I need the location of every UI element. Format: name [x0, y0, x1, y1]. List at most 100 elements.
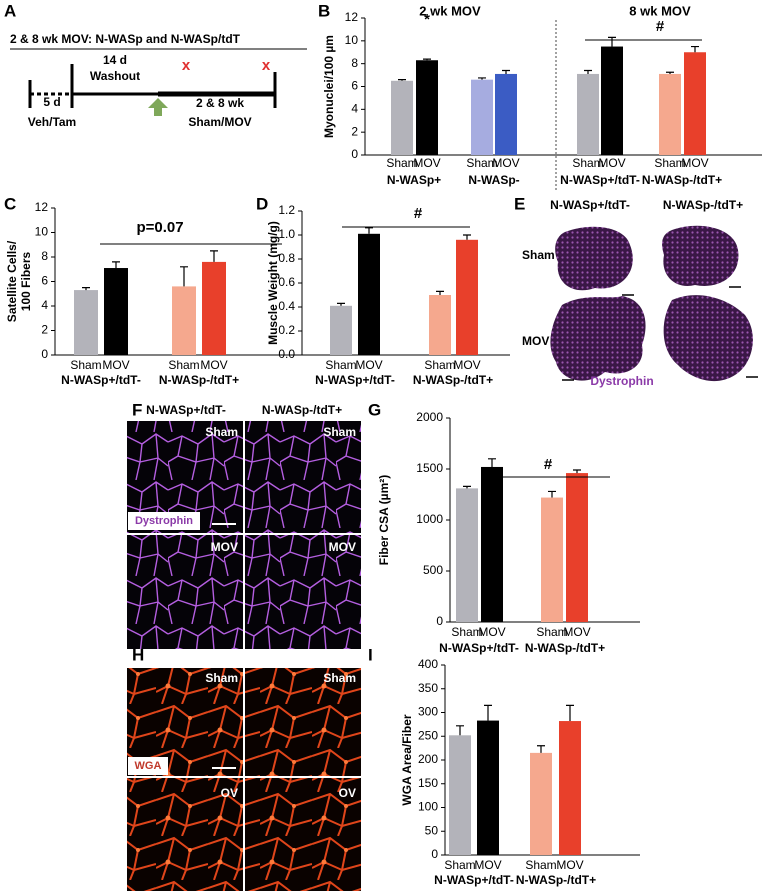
group-label: N-WASp-	[468, 173, 519, 187]
error-bar	[484, 704, 492, 721]
panel-letter: G	[368, 400, 381, 419]
bar	[684, 52, 706, 155]
muscle-section	[662, 225, 739, 286]
y-tick-label: 0	[41, 347, 48, 361]
image-label: MOV	[211, 540, 238, 554]
timeline-label: 2 & 8 wk	[196, 96, 244, 110]
bar	[481, 466, 503, 622]
y-tick-label: 1.0	[278, 227, 295, 241]
image-label: OV	[221, 786, 238, 800]
x-tick-label: MOV	[563, 625, 590, 639]
micrograph	[127, 778, 243, 891]
error-bar	[423, 58, 431, 61]
y-tick-label: 6	[41, 274, 48, 288]
x-tick-label: MOV	[681, 156, 708, 170]
y-tick-label: 500	[423, 563, 443, 577]
error-bar	[666, 71, 674, 74]
error-bar	[180, 266, 188, 287]
group-label: N-WASp+/tdT-	[560, 173, 640, 187]
y-axis-title: 100 Fibers	[19, 251, 33, 311]
y-tick-label: 2000	[416, 410, 443, 424]
error-bar	[82, 287, 90, 291]
error-bar	[584, 69, 592, 74]
bar	[449, 735, 471, 855]
annotation: p=0.07	[136, 219, 183, 236]
x-tick-label: Sham	[386, 156, 417, 170]
x-tick-label: MOV	[453, 358, 480, 372]
group-label: N-WASp-/tdT+	[413, 373, 493, 387]
column-label: N-WASp+/tdT-	[550, 198, 630, 212]
error-bar	[608, 36, 616, 47]
bar	[391, 80, 413, 155]
x-tick-label: Sham	[525, 858, 556, 872]
bar	[495, 73, 517, 155]
error-bar	[112, 261, 120, 269]
x-tick-label: Sham	[451, 625, 482, 639]
error-bar	[337, 302, 345, 306]
y-axis-title: Myonuclei/100 µm	[322, 35, 336, 138]
error-bar	[463, 234, 471, 240]
y-tick-label: 0.2	[278, 323, 295, 337]
panel-letter: H	[132, 645, 144, 664]
x-tick-label: MOV	[474, 858, 501, 872]
error-bar	[573, 469, 581, 474]
stain-label: Dystrophin	[135, 515, 193, 527]
y-tick-label: 350	[418, 681, 438, 695]
x-tick-label: MOV	[556, 858, 583, 872]
bar	[456, 239, 478, 355]
micrograph	[245, 778, 361, 891]
stain-label: WGA	[135, 760, 162, 772]
y-tick-label: 1000	[416, 512, 443, 526]
panel-letter: F	[132, 400, 142, 419]
bar	[659, 73, 681, 155]
image-label: Sham	[323, 671, 356, 685]
timeline-label: Veh/Tam	[28, 115, 76, 129]
y-tick-label: 250	[418, 728, 438, 742]
bar	[559, 721, 581, 855]
timeline-label: Washout	[90, 69, 140, 83]
x-tick-label: Sham	[424, 358, 455, 372]
y-tick-label: 10	[345, 33, 359, 47]
column-label: N-WASp-/tdT+	[663, 198, 743, 212]
muscle-section	[550, 296, 646, 381]
error-bar	[488, 458, 496, 467]
x-tick-label: MOV	[413, 156, 440, 170]
bar	[471, 79, 493, 155]
bar	[530, 752, 552, 855]
image-label: Sham	[205, 425, 238, 439]
annotation: #	[656, 18, 665, 35]
y-tick-label: 0.4	[278, 299, 295, 313]
y-tick-label: 6	[351, 79, 358, 93]
x-tick-label: Sham	[466, 156, 497, 170]
image-label: Sham	[323, 425, 356, 439]
group-label: N-WASp-/tdT+	[516, 873, 596, 887]
x-tick-label: Sham	[654, 156, 685, 170]
annotation: #	[414, 205, 423, 222]
x-tick-label: Sham	[444, 858, 475, 872]
error-bar	[436, 290, 444, 295]
y-tick-label: 12	[345, 10, 359, 24]
y-tick-label: 1.2	[278, 203, 295, 217]
injection-arrow	[148, 98, 168, 116]
timeline-label: 14 d	[103, 53, 127, 67]
stain-box	[128, 757, 168, 775]
error-bar	[463, 485, 471, 489]
row-label: MOV	[522, 334, 549, 348]
y-tick-label: 200	[418, 752, 438, 766]
micrograph	[245, 421, 361, 533]
y-tick-label: 100	[418, 800, 438, 814]
x-tick-label: MOV	[598, 156, 625, 170]
y-tick-label: 0.0	[278, 347, 295, 361]
error-bar	[365, 227, 373, 234]
error-bar	[210, 250, 218, 262]
error-bar	[537, 745, 545, 753]
panel-letter: B	[318, 1, 330, 20]
error-bar	[548, 490, 556, 498]
bar	[104, 268, 128, 355]
group-label: N-WASp+/tdT-	[439, 641, 519, 655]
y-axis-title: WGA Area/Fiber	[400, 714, 414, 805]
group-label: N-WASp-/tdT+	[642, 173, 722, 187]
group-label: N-WASp-/tdT+	[525, 641, 605, 655]
y-axis-title: Fiber CSA (µm²)	[377, 475, 391, 565]
